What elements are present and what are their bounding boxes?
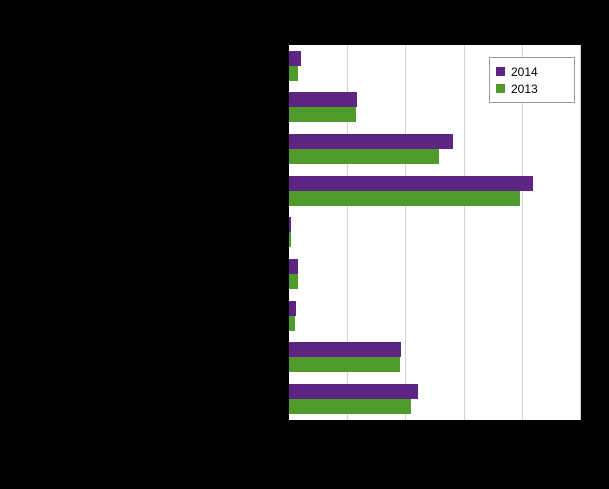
bar-2014 [289,384,419,400]
legend: 2014 2013 [489,57,575,103]
bar-group [289,87,580,129]
bar-2014 [289,175,534,191]
legend-label-2013: 2013 [511,81,538,96]
bar-group [289,253,580,295]
gridline [580,45,581,420]
bar-group [289,128,580,170]
bar-2013 [289,399,412,415]
gridlines [289,45,581,420]
legend-swatch-2013-icon [496,84,505,93]
gridline [463,45,465,420]
bar-2014 [289,342,402,358]
gridline [347,45,349,420]
bar-2014 [289,217,292,233]
bar-group [289,212,580,254]
legend-item-2013: 2013 [496,80,568,97]
bar-2013 [289,357,400,373]
bar-2014 [289,134,454,150]
legend-swatch-2014-icon [496,67,505,76]
bar-group [289,295,580,337]
legend-label-2014: 2014 [511,64,538,79]
bar-2014 [289,50,301,66]
bar-group [289,170,580,212]
bar-group [289,378,580,420]
plot-area: 2014 2013 [288,44,581,421]
bar-2013 [289,190,521,206]
bar-group [289,45,580,87]
gridline [521,45,523,420]
bar-2013 [289,274,298,290]
bar-2014 [289,300,297,316]
gridline [405,45,407,420]
bar-2014 [289,259,298,275]
bar-2013 [289,65,298,81]
legend-item-2014: 2014 [496,63,568,80]
bar-2013 [289,315,295,331]
bars-container [289,45,580,420]
bar-2013 [289,107,356,123]
bar-group [289,337,580,379]
bar-2013 [289,149,439,165]
bar-2014 [289,92,358,108]
bar-2013 [289,232,292,248]
